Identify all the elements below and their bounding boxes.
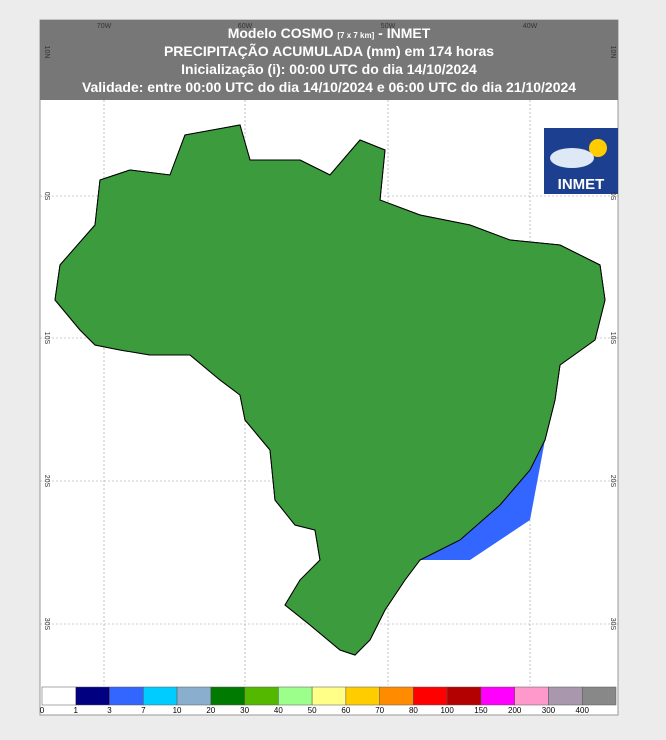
colorbar-label: 150 [474, 706, 488, 715]
colorbar-label: 400 [576, 706, 590, 715]
colorbar-label: 60 [341, 706, 350, 715]
color-swatch [581, 686, 617, 706]
colorbar-label: 200 [508, 706, 522, 715]
lat-label: 0S [609, 192, 616, 201]
color-swatch [75, 686, 110, 706]
lat-label: 10N [43, 46, 50, 59]
logo-text: INMET [558, 176, 605, 193]
colorbar-label: 300 [542, 706, 556, 715]
colorbar-label: 20 [206, 706, 215, 715]
color-swatch [514, 686, 549, 706]
colorbar-label: 10 [173, 706, 182, 715]
lat-label: 30S [43, 618, 50, 631]
colorbar-label: 100 [440, 706, 454, 715]
color-swatch [278, 686, 313, 706]
color-swatch [143, 686, 178, 706]
color-swatch [41, 686, 77, 706]
lat-label: 30S [609, 618, 616, 631]
colorbar-label: 40 [274, 706, 283, 715]
map-area [40, 100, 618, 685]
header-line: Validade: entre 00:00 UTC do dia 14/10/2… [82, 79, 576, 95]
color-swatch [244, 686, 279, 706]
lat-label: 20S [43, 475, 50, 488]
colorbar-label: 50 [308, 706, 317, 715]
lat-label: 10S [43, 332, 50, 345]
header-model: Modelo COSMO [7 x 7 km] - INMET [228, 25, 431, 41]
lon-label: 40W [523, 23, 538, 30]
color-swatch [210, 686, 245, 706]
color-swatch [311, 686, 347, 706]
colorbar-label: 80 [409, 706, 418, 715]
lat-label: 0S [43, 192, 50, 201]
color-swatch [413, 686, 448, 706]
colorbar-label: 7 [141, 706, 146, 715]
color-swatch [548, 686, 583, 706]
header-line: Inicialização (i): 00:00 UTC do dia 14/1… [181, 61, 477, 77]
lon-label: 50W [381, 23, 396, 30]
lat-label: 20S [609, 475, 616, 488]
color-swatch [446, 686, 482, 706]
colorbar-label: 30 [240, 706, 249, 715]
logo: INMET [544, 128, 618, 194]
color-swatch [176, 686, 212, 706]
header-band [40, 20, 618, 100]
color-swatch [480, 686, 515, 706]
lat-label: 10S [609, 332, 616, 345]
lat-label: 10N [609, 46, 616, 59]
lon-label: 70W [97, 23, 112, 30]
colorbar-label: 70 [375, 706, 384, 715]
color-swatch [379, 686, 414, 706]
colorbar-label: 1 [74, 706, 79, 715]
lon-label: 60W [238, 23, 253, 30]
color-swatch [109, 686, 144, 706]
header-line: PRECIPITAÇÃO ACUMULADA (mm) em 174 horas [164, 42, 494, 59]
colorbar-label: 0 [40, 706, 45, 715]
colorbar-label: 3 [107, 706, 112, 715]
color-swatch [345, 686, 380, 706]
